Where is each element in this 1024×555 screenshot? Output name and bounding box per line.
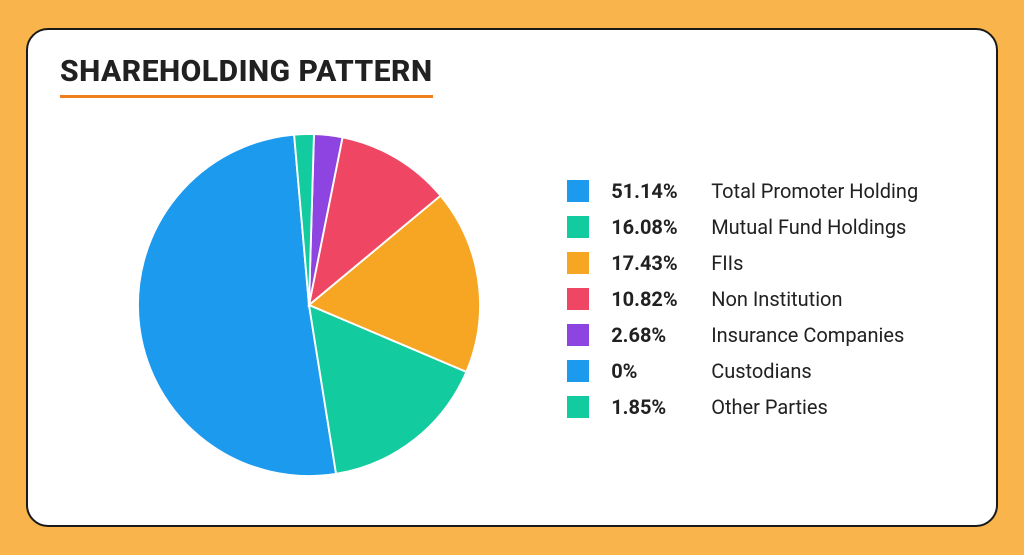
legend-row: 10.82%Non Institution [567,287,964,311]
legend-swatch [567,360,589,382]
legend-label: Custodians [711,359,812,383]
legend-percent: 17.43% [611,251,711,275]
pie-slices-group [138,134,480,476]
legend-row: 2.68%Insurance Companies [567,323,964,347]
legend-swatch [567,252,589,274]
legend-row: 0%Custodians [567,359,964,383]
legend-percent: 51.14% [611,179,711,203]
legend-percent: 10.82% [611,287,711,311]
legend-label: FIIs [711,251,743,275]
pie-chart [119,115,499,495]
legend: 51.14%Total Promoter Holding16.08%Mutual… [557,179,964,431]
legend-label: Insurance Companies [711,323,904,347]
legend-percent: 16.08% [611,215,711,239]
legend-label: Mutual Fund Holdings [711,215,906,239]
legend-swatch [567,288,589,310]
shareholding-card: SHAREHOLDING PATTERN 51.14%Total Promote… [26,28,998,527]
legend-swatch [567,216,589,238]
card-title: SHAREHOLDING PATTERN [60,54,433,98]
legend-row: 17.43%FIIs [567,251,964,275]
legend-label: Total Promoter Holding [711,179,918,203]
legend-swatch [567,180,589,202]
legend-swatch [567,396,589,418]
legend-swatch [567,324,589,346]
legend-percent: 2.68% [611,323,711,347]
pie-chart-wrap [60,115,557,495]
legend-row: 1.85%Other Parties [567,395,964,419]
legend-percent: 1.85% [611,395,711,419]
legend-label: Other Parties [711,395,828,419]
legend-row: 16.08%Mutual Fund Holdings [567,215,964,239]
legend-percent: 0% [611,359,711,383]
page-root: SHAREHOLDING PATTERN 51.14%Total Promote… [0,0,1024,555]
legend-label: Non Institution [711,287,842,311]
legend-row: 51.14%Total Promoter Holding [567,179,964,203]
card-content: 51.14%Total Promoter Holding16.08%Mutual… [60,104,964,505]
